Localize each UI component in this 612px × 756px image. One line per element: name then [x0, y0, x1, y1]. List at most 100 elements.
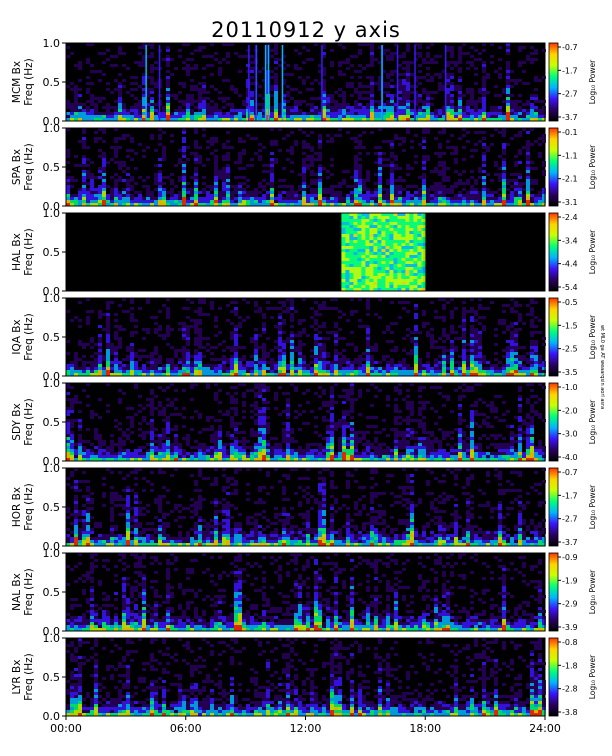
- y-axis-label: SPA Bx: [11, 149, 23, 185]
- spectrogram-cells: [66, 468, 546, 546]
- y-axis-label: MCM Bx: [11, 61, 23, 103]
- colorbar-label: Log₁₀ Power: [588, 59, 597, 104]
- y-axis-unit: Freq (Hz): [23, 313, 35, 360]
- y-tick-label: 1.0: [43, 632, 61, 645]
- panel-nal: 0.0 0.5 1.0 NAL Bx Freq (Hz) -0.9 -1.9 -2.9 -3.9…: [11, 547, 597, 638]
- colorbar-tick-label: -0.9: [562, 553, 578, 562]
- y-axis-unit: Freq (Hz): [23, 143, 35, 190]
- x-tick-label: 24:00: [529, 722, 561, 735]
- y-tick-label: 0.5: [43, 161, 61, 174]
- colorbar-tick-label: -1.8: [562, 661, 578, 670]
- colorbar-tick-label: -0.8: [562, 638, 578, 647]
- y-tick-label: 0.0: [43, 200, 61, 213]
- panel-iqa: 0.0 0.5 1.0 IQA Bx Freq (Hz) -0.5 -1.5 -2.5 -3.5…: [11, 292, 597, 383]
- colorbar-tick-label: -0.7: [562, 43, 578, 52]
- y-axis-unit: Freq (Hz): [23, 58, 35, 105]
- y-tick-label: 0.0: [43, 455, 61, 468]
- x-tick-label: 12:00: [290, 722, 322, 735]
- colorbar-tick-label: -3.4: [562, 236, 578, 245]
- y-tick-label: 1.0: [43, 292, 61, 305]
- colorbar: [548, 297, 559, 377]
- colorbar: [548, 42, 559, 122]
- spectrogram-cells: [66, 128, 546, 206]
- spectrogram-cells: [341, 213, 426, 291]
- colorbar-tick-label: -2.5: [562, 345, 578, 354]
- y-tick-label: 0.5: [43, 416, 61, 429]
- colorbar-tick-label: -1.5: [562, 321, 578, 330]
- x-tick-label: 18:00: [409, 722, 441, 735]
- y-tick-label: 0.5: [43, 331, 61, 344]
- y-tick-label: 0.5: [43, 671, 61, 684]
- colorbar-tick-label: -0.7: [562, 468, 578, 477]
- colorbar-tick-label: -3.0: [562, 430, 578, 439]
- colorbar-tick-label: -2.9: [562, 600, 578, 609]
- colorbar-tick-label: -2.4: [562, 213, 578, 222]
- panel-mcm: 0.0 0.5 1.0 MCM Bx Freq (Hz) -0.7 -1.7 -2.7 -3.7…: [11, 37, 597, 128]
- colorbar-tick-label: -2.7: [562, 515, 578, 524]
- spectrogram-cells: [66, 553, 546, 631]
- colorbar-tick-label: -1.7: [562, 491, 578, 500]
- colorbar-label: Log₁₀ Power: [588, 654, 597, 699]
- y-axis-unit: Freq (Hz): [23, 398, 35, 445]
- y-tick-label: 0.5: [43, 76, 61, 89]
- side-note: wt ML0 ga AT weaarqsin aorl asra: [599, 325, 605, 410]
- colorbar-label: Log₁₀ Power: [588, 484, 597, 529]
- colorbar: [548, 127, 559, 207]
- colorbar-label: Log₁₀ Power: [588, 399, 597, 444]
- panel-spa: 0.0 0.5 1.0 SPA Bx Freq (Hz) -0.1 -1.1 -2.1 -3.1…: [11, 122, 597, 213]
- colorbar-tick-label: -4.0: [562, 453, 578, 462]
- y-tick-label: 0.0: [43, 625, 61, 638]
- colorbar-tick-label: -3.7: [562, 113, 578, 122]
- y-axis-label: IQA Bx: [11, 319, 23, 354]
- y-tick-label: 1.0: [43, 547, 61, 560]
- colorbar: [548, 212, 559, 292]
- colorbar-tick-label: -2.1: [562, 175, 578, 184]
- spectrogram-cells: [66, 638, 546, 716]
- colorbar-tick-label: -1.1: [562, 151, 578, 160]
- colorbar-tick-label: -2.0: [562, 406, 578, 415]
- y-axis-label: NAL Bx: [11, 573, 23, 611]
- burst-line: [248, 45, 250, 121]
- y-axis-label: HAL Bx: [11, 233, 23, 271]
- colorbar-tick-label: -1.7: [562, 66, 578, 75]
- y-axis-unit: Freq (Hz): [23, 568, 35, 615]
- y-tick-label: 0.0: [43, 370, 61, 383]
- colorbar-tick-label: -3.9: [562, 623, 578, 632]
- colorbar-tick-label: -5.4: [562, 283, 578, 292]
- spectrogram-cells: [66, 298, 546, 376]
- burst-line: [158, 45, 161, 121]
- y-tick-label: 0.0: [43, 710, 61, 723]
- burst-line: [396, 45, 399, 121]
- x-tick-label: 06:00: [170, 722, 202, 735]
- chart-title: 20110912 y axis: [211, 18, 401, 42]
- spectrogram-cells: [66, 43, 546, 121]
- colorbar-tick-label: -3.1: [562, 198, 578, 207]
- y-axis-label: LYR Bx: [11, 660, 23, 695]
- y-tick-label: 0.5: [43, 501, 61, 514]
- colorbar-tick-label: -1.0: [562, 383, 578, 392]
- colorbar-tick-label: -2.8: [562, 685, 578, 694]
- burst-line: [321, 45, 323, 121]
- colorbar-tick-label: -1.9: [562, 576, 578, 585]
- panel-hal: 0.0 0.5 1.0 HAL Bx Freq (Hz) -2.4 -3.4 -4.4 -5.4…: [11, 207, 597, 298]
- burst-line: [255, 45, 257, 121]
- burst-line: [414, 45, 416, 121]
- colorbar-label: Log₁₀ Power: [588, 144, 597, 189]
- colorbar: [548, 382, 559, 462]
- colorbar: [548, 637, 559, 717]
- colorbar-tick-label: -3.7: [562, 538, 578, 547]
- colorbar-label: Log₁₀ Power: [588, 569, 597, 614]
- y-tick-label: 0.5: [43, 246, 61, 259]
- burst-line: [281, 45, 284, 121]
- colorbar-tick-label: -4.4: [562, 260, 578, 269]
- colorbar: [548, 552, 559, 632]
- x-tick-label: 00:00: [50, 722, 82, 735]
- panel-sdy: 0.0 0.5 1.0 SDY Bx Freq (Hz) -1.0 -2.0 -3.0 -4.0…: [11, 377, 597, 468]
- y-tick-label: 1.0: [43, 207, 61, 220]
- colorbar-tick-label: -2.7: [562, 90, 578, 99]
- y-tick-label: 0.0: [43, 540, 61, 553]
- y-tick-label: 0.0: [43, 115, 61, 128]
- y-axis-label: HOR Bx: [11, 487, 23, 527]
- panel-hor: 0.0 0.5 1.0 HOR Bx Freq (Hz) -0.7 -1.7 -2.7 -3.7…: [11, 462, 597, 553]
- spectrogram-cells: [66, 383, 546, 461]
